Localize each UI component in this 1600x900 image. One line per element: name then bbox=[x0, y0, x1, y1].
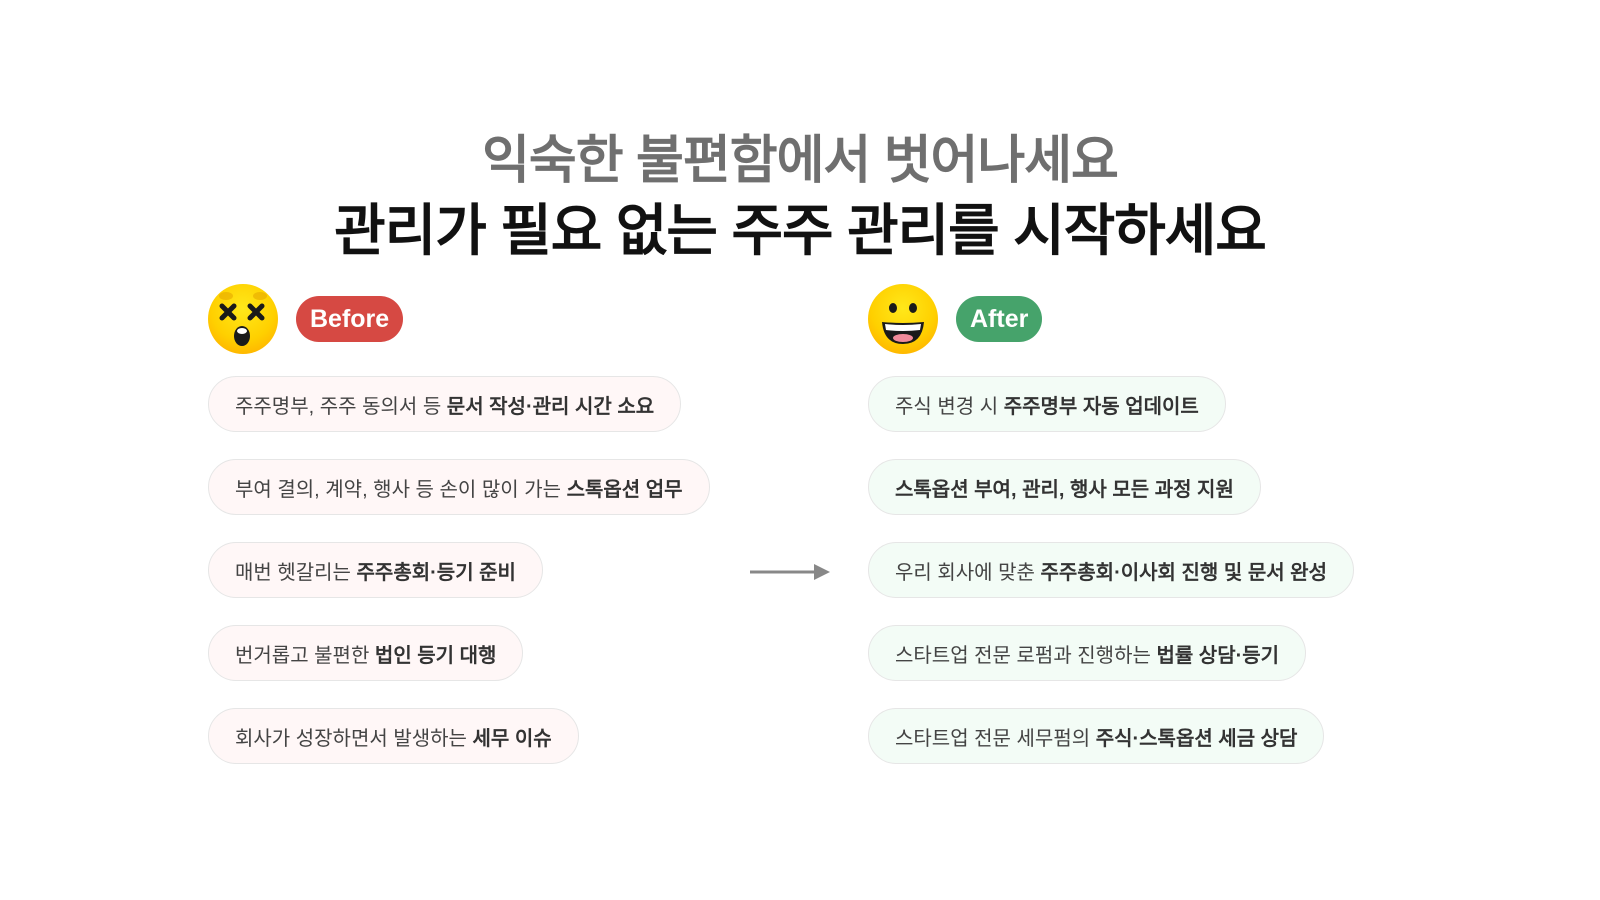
before-item: 매번 헷갈리는 주주총회·등기 준비 bbox=[208, 542, 543, 598]
page-title: 관리가 필요 없는 주주 관리를 시작하세요 bbox=[334, 199, 1267, 262]
before-item: 회사가 성장하면서 발생하는 세무 이슈 bbox=[208, 708, 579, 764]
grinning-face-icon bbox=[868, 284, 938, 354]
before-item: 번거롭고 불편한 법인 등기 대행 bbox=[208, 625, 524, 681]
dizzy-face-icon bbox=[208, 284, 278, 354]
after-item: 스톡옵션 부여, 관리, 행사 모든 과정 지원 bbox=[868, 459, 1261, 515]
page-subtitle: 익숙한 불편함에서 벗어나세요 bbox=[482, 132, 1119, 190]
arrow-right-icon bbox=[750, 564, 830, 580]
before-item: 부여 결의, 계약, 행사 등 손이 많이 가는 스톡옵션 업무 bbox=[208, 459, 710, 515]
after-badge: After bbox=[956, 296, 1043, 342]
before-item: 주주명부, 주주 동의서 등 문서 작성·관리 시간 소요 bbox=[208, 376, 682, 432]
before-badge: Before bbox=[296, 296, 404, 342]
after-column: After 주식 변경 시 주주명부 자동 업데이트 스톡옵션 부여, 관리, … bbox=[868, 284, 1354, 791]
after-item: 주식 변경 시 주주명부 자동 업데이트 bbox=[868, 376, 1226, 432]
before-column: Before 주주명부, 주주 동의서 등 문서 작성·관리 시간 소요 부여 … bbox=[208, 284, 710, 791]
after-item: 우리 회사에 맞춘 주주총회·이사회 진행 및 문서 완성 bbox=[868, 542, 1354, 598]
after-item: 스타트업 전문 세무펌의 주식·스톡옵션 세금 상담 bbox=[868, 708, 1325, 764]
after-item: 스타트업 전문 로펌과 진행하는 법률 상담·등기 bbox=[868, 625, 1307, 681]
